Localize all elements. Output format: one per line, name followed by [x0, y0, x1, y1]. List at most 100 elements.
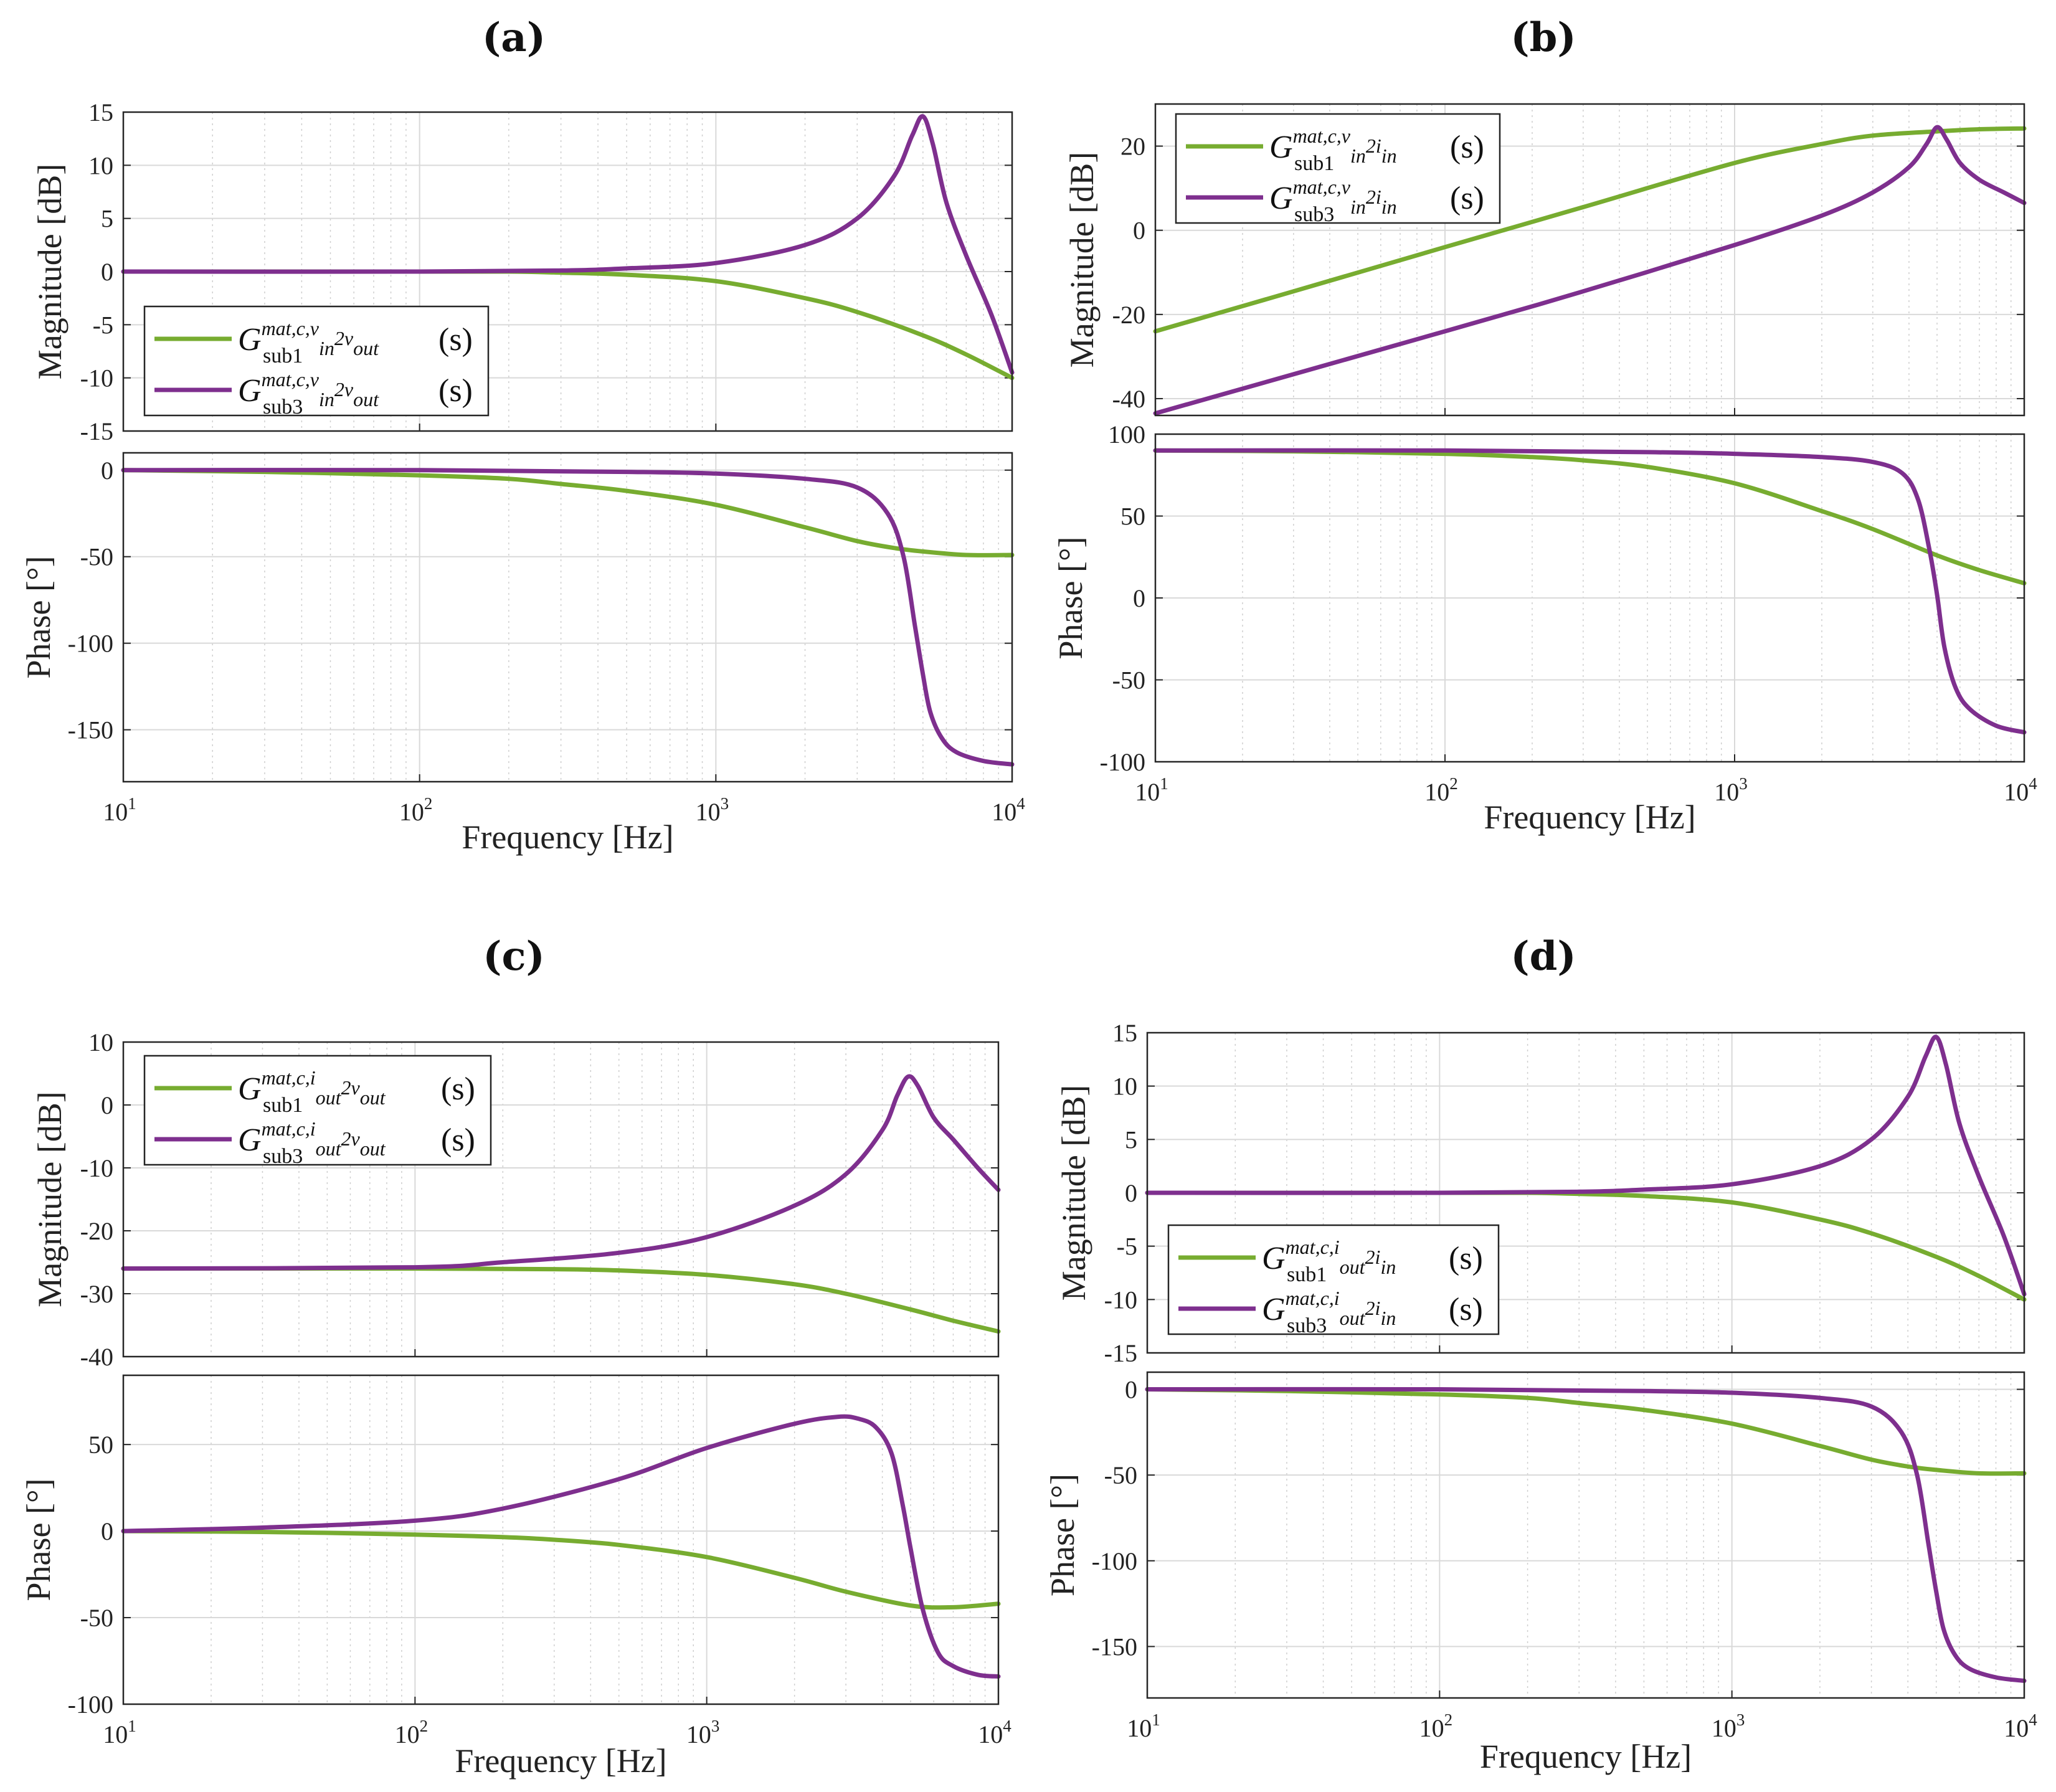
y-tick-label: 15 [1112, 1019, 1137, 1047]
y-tick-label: -10 [1104, 1286, 1137, 1314]
panel-b: (b) 20 0 -20 -40 Magnitude [dB] Gmat,c,vin2iin… [1052, 14, 2037, 836]
phase-axis-title: Phase [°] [1044, 1474, 1081, 1596]
magnitude-axis-title: Magnitude [dB] [31, 164, 69, 379]
phase-axis-title: Phase [°] [20, 556, 57, 678]
x-tick-label: 101 [1127, 1710, 1160, 1742]
x-tick-label: 102 [399, 794, 433, 826]
legend-label-sub1: Gmat,c,iout2vout [238, 1066, 386, 1109]
magnitude-line-sub3 [121, 114, 1015, 375]
x-tick-label: 104 [978, 1717, 1011, 1748]
x-tick-label: 102 [1419, 1710, 1453, 1742]
magnitude-line-sub3 [121, 1074, 1001, 1271]
panel-label: (a) [482, 14, 546, 61]
y-tick-label: 10 [1112, 1073, 1137, 1101]
y-tick-label: 10 [88, 151, 113, 179]
legend-argument: (s) [438, 322, 473, 358]
phase-line-sub3 [1153, 448, 2027, 735]
phase-line-sub1 [121, 1529, 1001, 1610]
y-tick-label: 0 [1125, 1179, 1137, 1207]
y-tick-label: -20 [80, 1217, 113, 1245]
legend-label-sub3: Gmat,c,iout2vout [238, 1117, 386, 1160]
x-tick-label: 101 [103, 1717, 136, 1748]
legend-argument: (s) [1450, 130, 1484, 165]
x-tick-label: 103 [686, 1717, 720, 1748]
phase-line-sub3 [121, 1414, 1001, 1679]
legend-label-sub1: Gmat,c,iout2iin [1262, 1236, 1396, 1278]
y-tick-label: -15 [1104, 1339, 1137, 1367]
legend-subscript: sub1 [1294, 152, 1334, 175]
y-tick-label: -30 [80, 1280, 113, 1308]
panel-label: (c) [483, 933, 545, 980]
phase-line-sub1 [1145, 1387, 2027, 1476]
y-tick-label: -5 [1117, 1233, 1137, 1261]
y-tick-label: 5 [1125, 1126, 1137, 1154]
magnitude-axis-title: Magnitude [dB] [1063, 152, 1101, 367]
phase-plot: 0 -50 -100 -150 101 102 103 104 Phase [°] Frequen… [20, 452, 1025, 856]
x-tick-label: 104 [2004, 1710, 2037, 1742]
y-tick-label: -100 [68, 630, 113, 658]
y-tick-label: 10 [88, 1028, 113, 1056]
legend-argument: (s) [1449, 1241, 1483, 1276]
y-tick-label: -50 [1104, 1461, 1137, 1489]
x-tick-label: 101 [103, 794, 136, 826]
legend-argument: (s) [1450, 181, 1484, 216]
legend-label-sub3: Gmat,c,vin2iin [1269, 176, 1397, 218]
legend-argument: (s) [441, 1071, 475, 1107]
magnitude-axis-title: Magnitude [dB] [31, 1091, 69, 1307]
panel-d: (d) 15 10 5 0 -5 -10 -15 Magnitude [dB] Gmat,c,io… [1044, 933, 2037, 1775]
panel-label: (b) [1510, 14, 1576, 61]
x-tick-label: 103 [696, 794, 729, 826]
x-axis-title: Frequency [Hz] [455, 1742, 666, 1780]
y-tick-label: 0 [101, 1517, 113, 1545]
x-tick-label: 104 [992, 794, 1025, 826]
y-tick-label: 0 [1125, 1376, 1137, 1404]
legend-argument: (s) [438, 373, 473, 409]
legend-subscript: sub1 [263, 344, 303, 367]
y-tick-label: -50 [80, 1604, 113, 1632]
legend-label-sub1: Gmat,c,vin2iin [1269, 125, 1397, 167]
x-tick-label: 103 [1714, 774, 1748, 806]
axes-frame [122, 111, 1013, 432]
legend-box [143, 1055, 492, 1166]
y-tick-label: 0 [101, 1091, 113, 1119]
legend-box [1175, 113, 1501, 224]
magnitude-axis-title: Magnitude [dB] [1055, 1085, 1092, 1301]
x-tick-label: 101 [1135, 774, 1168, 806]
x-tick-label: 102 [395, 1717, 429, 1748]
phase-plot: 0 -50 -100 -150 101 102 103 104 Phase [°] Frequen… [1044, 1371, 2037, 1775]
axes-frame [1154, 433, 2025, 763]
y-tick-label: 0 [1133, 584, 1145, 612]
phase-axis-title: Phase [°] [1052, 536, 1089, 659]
phase-line-sub1 [121, 468, 1015, 557]
legend-label-sub1: Gmat,c,vin2vout [238, 317, 379, 359]
magnitude-line-sub3 [1145, 1035, 2027, 1297]
legend-box [143, 305, 490, 417]
magnitude-line-sub3 [1153, 125, 2027, 416]
plot-background [1147, 1372, 2024, 1698]
legend-subscript: sub3 [1294, 203, 1334, 226]
y-tick-label: -10 [80, 1154, 113, 1182]
axes-frame [1154, 103, 2025, 417]
x-axis-title: Frequency [Hz] [1480, 1738, 1692, 1775]
legend-argument: (s) [1449, 1292, 1483, 1327]
phase-line-sub3 [121, 468, 1015, 767]
x-tick-label: 104 [2004, 774, 2037, 806]
panel-a: (a) 15 10 5 0 -5 -10 -15 Magnitude [dB] Gmat,c,vi… [20, 14, 1025, 856]
phase-axis-title: Phase [°] [20, 1478, 57, 1601]
y-tick-label: 100 [1108, 420, 1145, 448]
axes-frame [122, 1374, 1000, 1705]
y-tick-label: -50 [80, 543, 113, 571]
y-tick-label: 50 [1120, 503, 1145, 531]
y-tick-label: 15 [88, 98, 113, 126]
legend-subscript: sub3 [1287, 1314, 1327, 1337]
legend-subscript: sub1 [263, 1094, 303, 1117]
axes-frame [1146, 1371, 2025, 1699]
y-tick-label: -150 [68, 716, 113, 744]
y-tick-label: -100 [1092, 1547, 1137, 1575]
y-tick-label: -100 [1100, 748, 1145, 776]
x-axis-title: Frequency [Hz] [1484, 799, 1695, 836]
y-tick-label: -40 [1112, 385, 1145, 413]
legend-argument: (s) [441, 1122, 475, 1158]
